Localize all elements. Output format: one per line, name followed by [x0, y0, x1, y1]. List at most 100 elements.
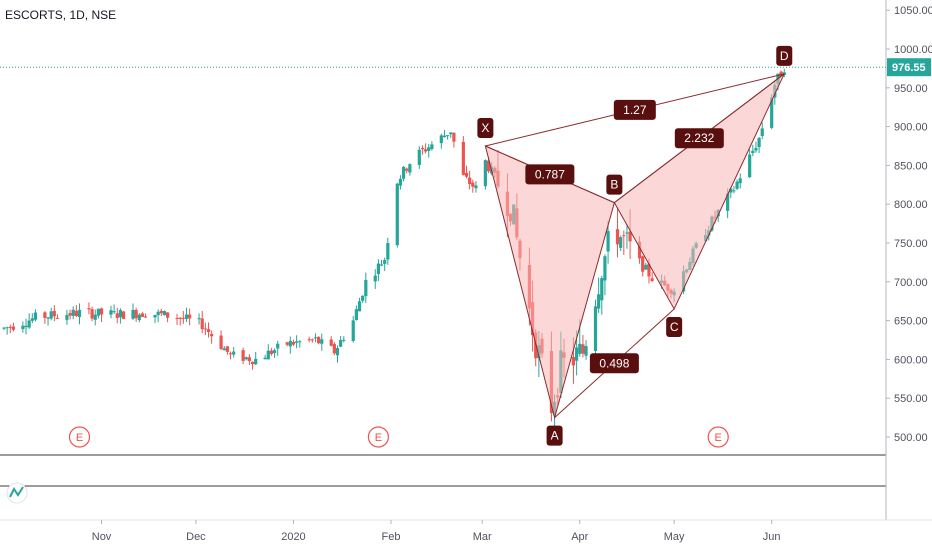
- candle-body: [779, 71, 783, 77]
- time-tick-label: Mar: [473, 531, 492, 543]
- candle-body: [650, 278, 654, 282]
- candle-body: [288, 341, 292, 347]
- candle-body: [446, 135, 450, 137]
- candle-body: [307, 339, 311, 341]
- candle-body: [376, 263, 381, 275]
- pattern-ratio-label: 2.232: [684, 131, 714, 145]
- candle-body: [603, 256, 607, 281]
- candle-body: [398, 178, 403, 186]
- candle-body: [647, 263, 651, 277]
- candle-body: [471, 182, 475, 187]
- candle-body: [68, 313, 72, 316]
- time-tick-label: Apr: [571, 531, 588, 543]
- tradingview-logo-icon: [6, 482, 28, 504]
- time-tick-label: Nov: [92, 531, 112, 543]
- candle-body: [461, 141, 465, 175]
- candle-body: [71, 309, 75, 316]
- candle-body: [641, 256, 645, 272]
- candle-body: [575, 347, 579, 361]
- candle-body: [310, 339, 314, 341]
- candle-body: [748, 154, 752, 178]
- candle-body: [439, 135, 443, 144]
- symbol-title: ESCORTS, 1D, NSE: [5, 8, 117, 22]
- candle-body: [65, 314, 69, 320]
- candle-body: [43, 312, 47, 318]
- candle-body: [732, 190, 736, 192]
- candle-body: [313, 337, 318, 339]
- pattern-point-label: X: [481, 121, 489, 135]
- candle-body: [2, 327, 6, 329]
- candle-body: [269, 350, 274, 355]
- candle-body: [354, 309, 358, 320]
- candle-body: [357, 301, 362, 312]
- candle-body: [247, 357, 252, 362]
- candle-body: [760, 128, 764, 137]
- candle-body: [188, 314, 192, 319]
- pattern-point-box: [546, 425, 563, 446]
- price-tick-label: 950.00: [894, 83, 928, 95]
- candle-body: [178, 317, 182, 319]
- candle-body: [263, 357, 267, 360]
- pattern-ratio-label: 1.27: [623, 103, 647, 117]
- candle-body: [33, 312, 38, 320]
- pattern-ratio-box: [589, 353, 639, 374]
- pattern-point-label: D: [780, 49, 789, 63]
- candle-body: [143, 316, 148, 318]
- price-tick-label: 750.00: [894, 238, 928, 250]
- candle-body: [254, 358, 258, 365]
- candle-body: [74, 310, 78, 316]
- candle-body: [417, 149, 421, 165]
- pattern-point-box: [606, 174, 623, 195]
- candle-body: [606, 231, 610, 252]
- candle-body: [244, 357, 248, 360]
- candle-body: [232, 351, 236, 355]
- candle-body: [600, 278, 604, 301]
- candle-body: [27, 320, 31, 328]
- candle-body: [203, 328, 207, 330]
- candle-body: [55, 317, 60, 319]
- candle-body: [578, 343, 582, 354]
- earnings-marker-icon[interactable]: [367, 426, 390, 448]
- candle-body: [250, 361, 255, 365]
- candle-body: [738, 178, 742, 184]
- candle-body: [644, 264, 648, 270]
- candle-body: [181, 317, 185, 319]
- candle-body: [200, 318, 204, 330]
- candle-body: [118, 310, 123, 318]
- candle-body: [622, 235, 626, 237]
- candle-body: [332, 344, 336, 354]
- candle-body: [342, 339, 346, 341]
- earnings-marker-icon[interactable]: [707, 426, 729, 448]
- pattern-point-label: C: [670, 320, 679, 334]
- pattern-ratio-box: [525, 164, 575, 185]
- candle-body: [637, 241, 642, 259]
- candle-body: [159, 310, 163, 314]
- price-tick-label: 900.00: [894, 122, 928, 134]
- candle-body: [735, 181, 739, 189]
- candle-body: [339, 340, 343, 347]
- candle-body: [468, 177, 472, 185]
- candle-body: [99, 308, 104, 315]
- candle-body: [228, 353, 233, 355]
- candle-body: [408, 164, 412, 173]
- candle-body: [219, 335, 223, 349]
- price-tick-label: 1000.00: [894, 44, 932, 56]
- price-tick-label: 800.00: [894, 199, 928, 211]
- candle-body: [93, 314, 97, 320]
- price-tick-label: 550.00: [894, 393, 928, 405]
- price-tick-label: 700.00: [894, 277, 928, 289]
- candle-body: [166, 312, 170, 318]
- candle-body: [291, 341, 296, 345]
- candle-body: [52, 310, 56, 317]
- time-tick-label: 2020: [281, 531, 305, 543]
- candle-body: [295, 341, 299, 343]
- candle-body: [210, 333, 214, 337]
- candle-body: [285, 342, 289, 345]
- candle-body: [24, 325, 28, 328]
- candle-body: [452, 132, 456, 142]
- pattern-point-label: A: [551, 429, 559, 443]
- earnings-marker-icon[interactable]: [68, 426, 91, 448]
- candle-body: [317, 336, 321, 344]
